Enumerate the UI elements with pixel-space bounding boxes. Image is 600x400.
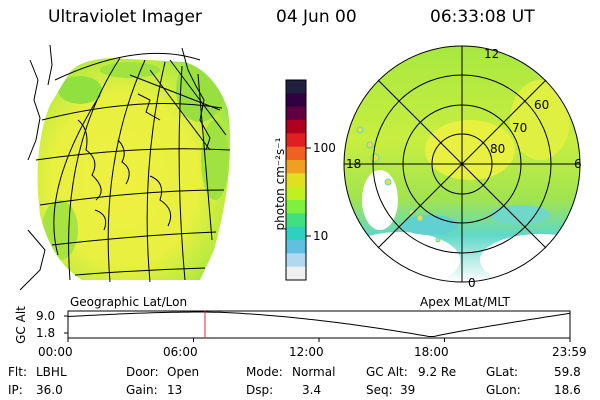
- colorbar-swatch: [286, 186, 306, 201]
- seq-label: Seq:: [366, 383, 393, 397]
- altitude-xtick-label-3: 18:00: [414, 345, 449, 359]
- polar-arc-features: [356, 126, 441, 243]
- left-emission-area: [37, 58, 231, 280]
- gcalt-label: GC Alt:: [366, 365, 408, 379]
- colorbar-swatch: [286, 213, 306, 228]
- mlat-label-80: 80: [490, 142, 506, 156]
- colorbar-swatch: [286, 200, 306, 214]
- mlat-label-70: 70: [512, 121, 528, 135]
- colorbar-swatch: [286, 106, 306, 121]
- time-label: 06:33:08 UT: [430, 7, 535, 27]
- gcalt-value: 9.2 Re: [418, 365, 457, 379]
- colorbar-swatch: [286, 93, 306, 108]
- altitude-xtick-label-0: 00:00: [38, 345, 73, 359]
- colorbar-frame: [285, 79, 307, 281]
- coastlines: [19, 44, 211, 291]
- altitude-plot-frame: [67, 310, 571, 339]
- dsp-label: Dsp:: [246, 383, 274, 397]
- filter-label: Flt:: [8, 365, 27, 379]
- mlt-label-6: 6: [574, 157, 582, 171]
- mode-label: Mode:: [246, 365, 283, 379]
- left-green-patches: [42, 58, 229, 260]
- geographic-image: [19, 44, 231, 291]
- lat-lon-grid: [35, 52, 231, 283]
- altitude-xtick-label-4: 23:59: [552, 345, 587, 359]
- colorbar-unit-label: photon cm⁻²s⁻¹: [273, 137, 287, 231]
- colorbar-swatch: [286, 133, 306, 148]
- altitude-plot: [64, 310, 571, 342]
- colorbar-swatch: [286, 160, 306, 174]
- right-panel-caption: Apex MLat/MLT: [420, 295, 510, 309]
- mlt-label-12: 12: [484, 47, 500, 61]
- filter-value: LBHL: [36, 365, 67, 379]
- dsp-value: 3.4: [302, 383, 322, 397]
- colorbar-swatch: [286, 253, 306, 268]
- ip-value: 36.0: [36, 383, 63, 397]
- altitude-xticks: [67, 338, 571, 342]
- gain-label: Gain:: [126, 383, 158, 397]
- date-label: 04 Jun 00: [276, 7, 357, 27]
- glat-label: GLat:: [486, 365, 519, 379]
- mode-value: Normal: [292, 365, 336, 379]
- colorbar-swatch: [286, 80, 306, 94]
- colorbar-swatch: [286, 226, 306, 241]
- glon-value: 18.6: [554, 383, 581, 397]
- colorbar-label-100: 100: [313, 141, 336, 155]
- glat-value: 59.8: [554, 365, 581, 379]
- altitude-curve: [67, 311, 571, 337]
- colorbar-swatch: [286, 146, 306, 161]
- polar-grid: [343, 45, 581, 283]
- colorbar-swatch: [286, 120, 306, 134]
- seq-value: 39: [400, 383, 416, 397]
- door-value: Open: [167, 365, 200, 379]
- altitude-ytick-label-1_8: 1.8: [36, 326, 56, 340]
- mlat-label-60: 60: [534, 98, 550, 112]
- colorbar-swatch: [286, 266, 306, 281]
- colorbar-swatch: [286, 240, 306, 254]
- mlt-label-18: 18: [346, 157, 362, 171]
- ip-label: IP:: [8, 383, 23, 397]
- colorbar: [285, 79, 311, 281]
- altitude-xtick-label-1: 06:00: [163, 345, 198, 359]
- mlt-label-0: 0: [468, 276, 476, 290]
- polar-image: [343, 45, 581, 283]
- altitude-xtick-label-2: 12:00: [289, 345, 324, 359]
- meridian-diag-2: [377, 79, 547, 249]
- gain-value: 13: [167, 383, 183, 397]
- colorbar-swatch: [286, 173, 306, 188]
- left-panel-caption: Geographic Lat/Lon: [70, 295, 188, 309]
- door-label: Door:: [126, 365, 159, 379]
- instrument-title: Ultraviolet Imager: [48, 7, 202, 27]
- altitude-ytick-label-9: 9.0: [36, 309, 56, 323]
- colorbar-swatches: [286, 80, 306, 281]
- colorbar-label-10: 10: [313, 229, 329, 243]
- glon-label: GLon:: [486, 383, 521, 397]
- altitude-ylabel: GC Alt: [14, 306, 28, 344]
